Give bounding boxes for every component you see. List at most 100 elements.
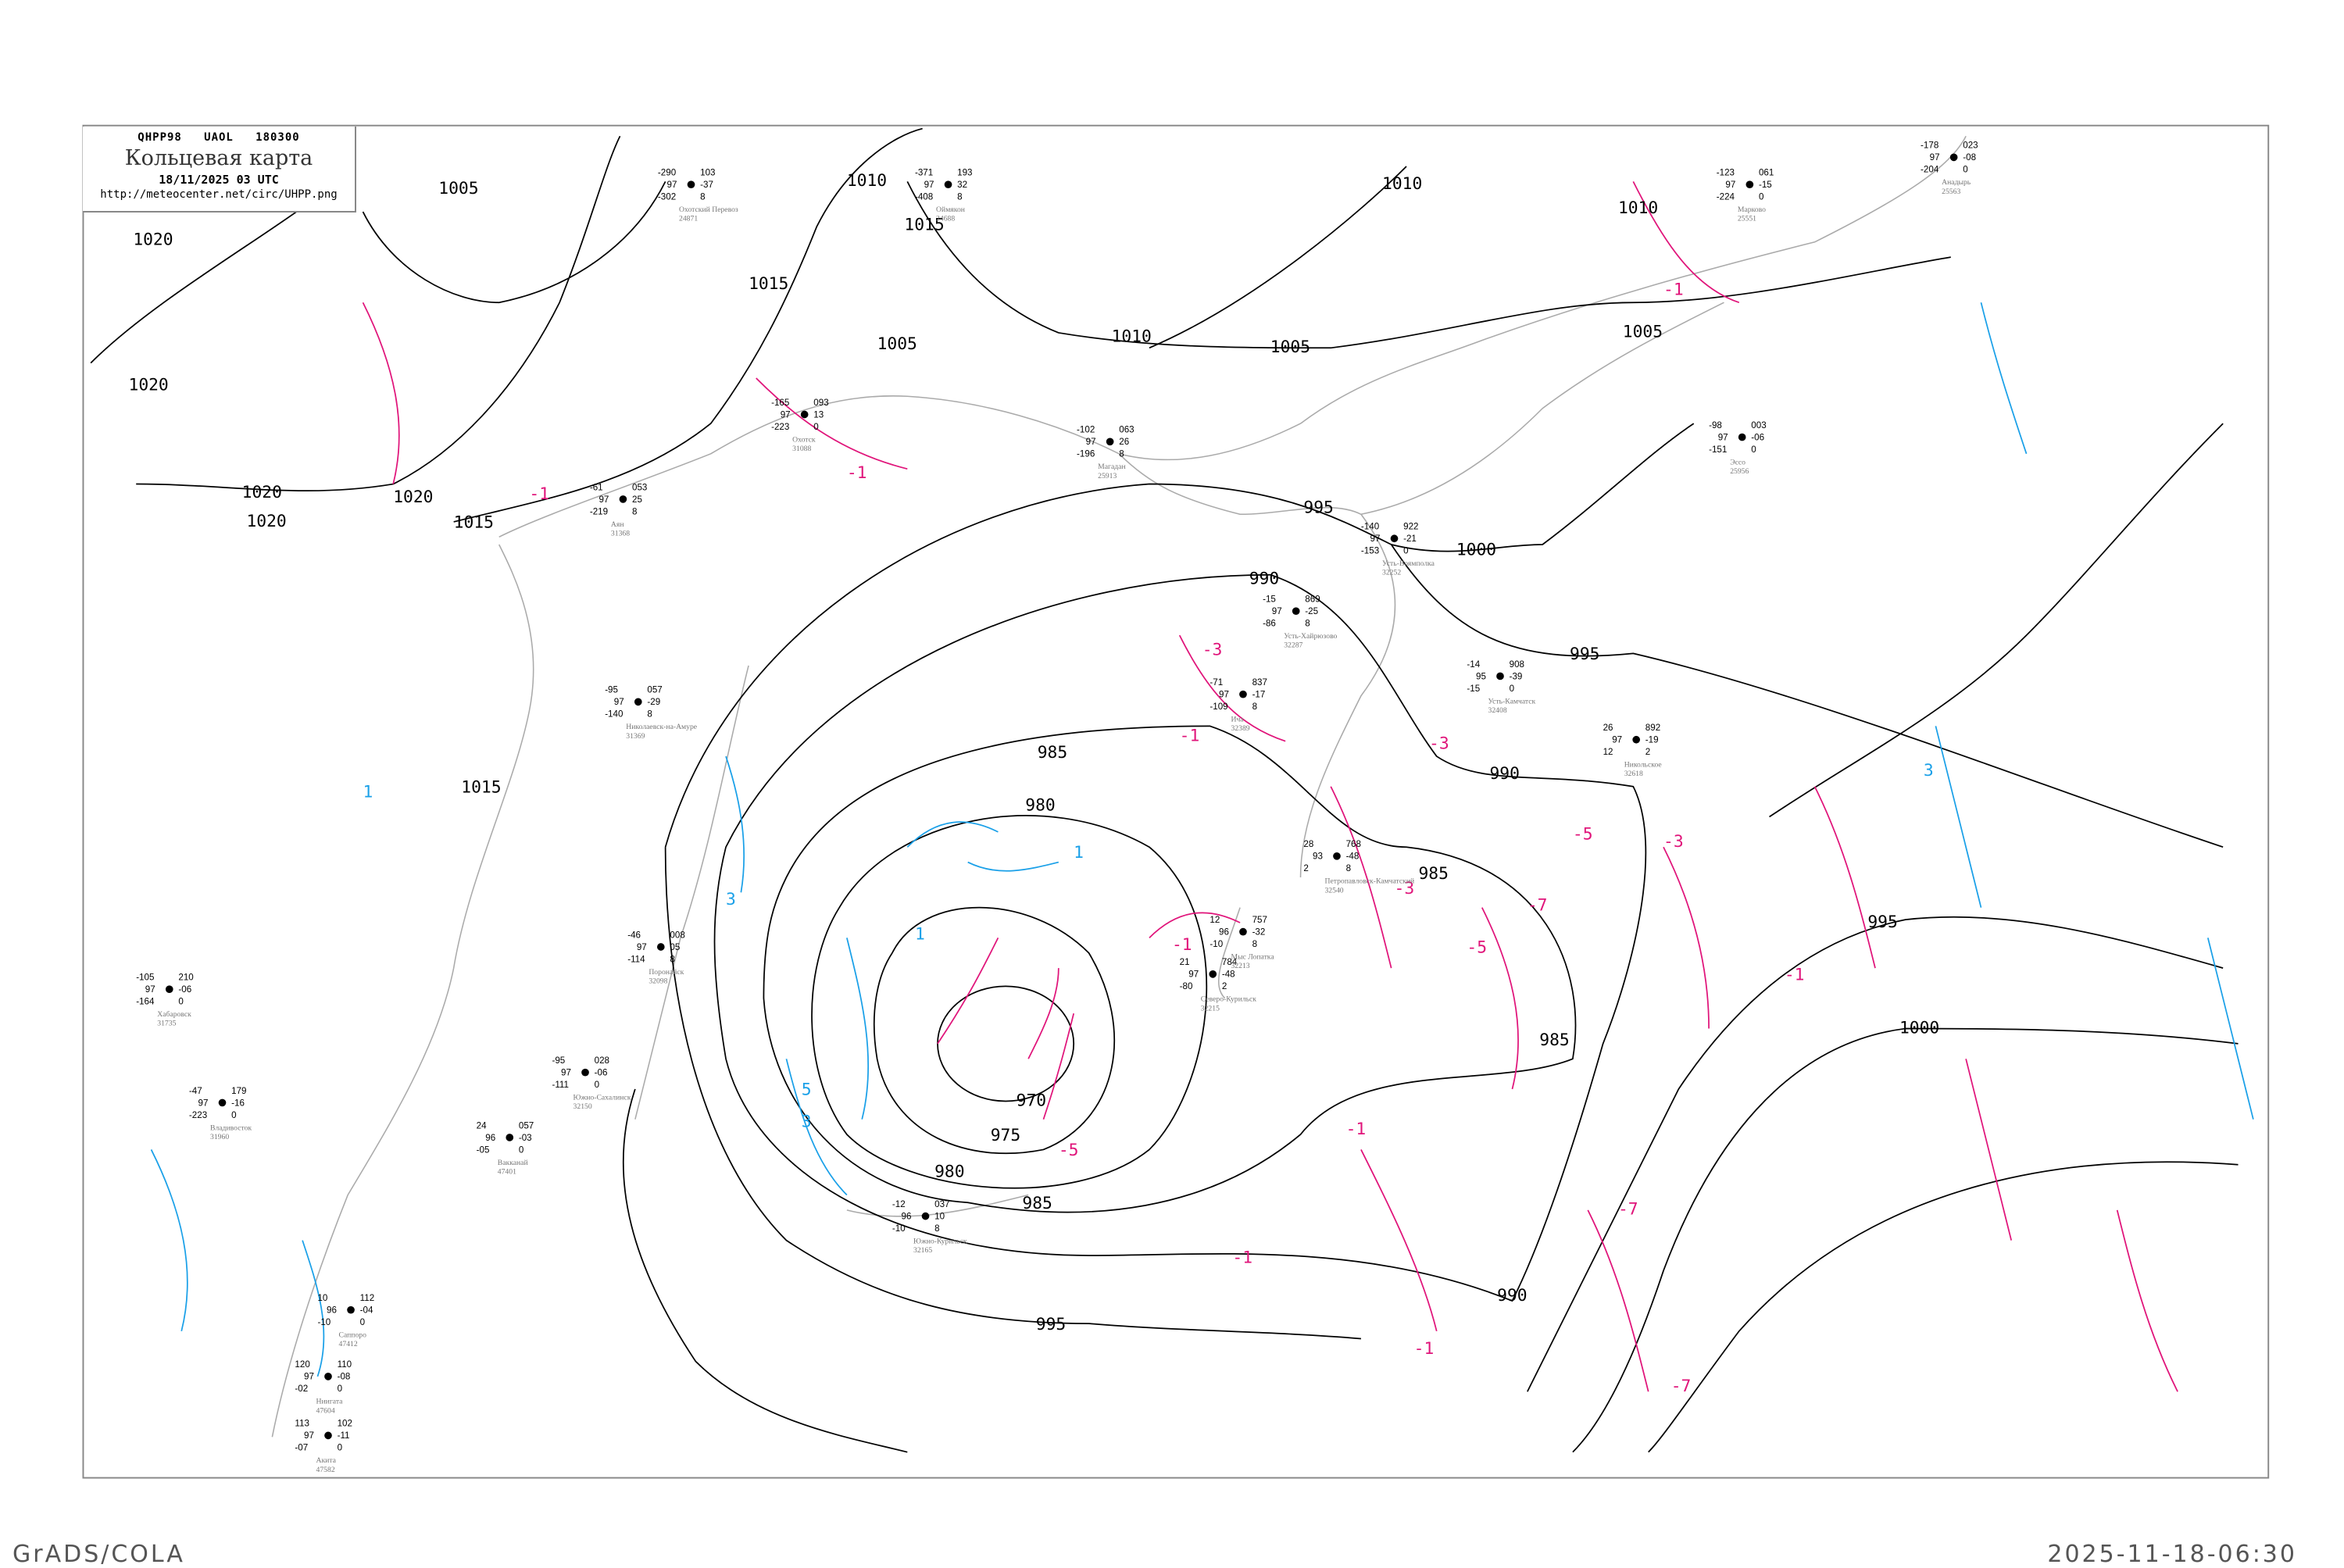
station-dewpoint: -80 [1180,981,1193,991]
station-pressure: 102 [338,1419,352,1429]
station-visibility: 96 [1219,927,1229,938]
isotherm-label: 1 [915,924,925,944]
station-id: 32287 [1284,641,1302,650]
station-name: Эссо [1730,458,1745,466]
station-name: Саппоро [339,1331,367,1340]
station-cloud-amount: 8 [632,506,637,516]
station-dewpoint: -02 [295,1384,308,1394]
isobar-label: 995 [1570,645,1599,664]
station-name: Усть-Воямполка [1382,559,1435,568]
station-id: 47604 [316,1406,335,1415]
cloud-cover-icon [1239,927,1247,936]
map-frame [82,124,2270,1479]
isobar-label: 980 [934,1162,964,1181]
station-pressure: 061 [1759,168,1774,178]
station-name: Хабаровск [157,1010,191,1019]
station-temperature: -105 [136,973,154,983]
station-name: Николаевск-на-Амуре [626,723,697,731]
station-name: Мыс Лопатка [1231,952,1274,961]
map-datetime: 18/11/2025 03 UTC [159,173,279,187]
station-pressure: 008 [670,930,684,940]
station-pressure: 869 [1305,595,1320,605]
station-tendency: -15 [1759,180,1772,190]
station-dewpoint: -10 [317,1317,331,1327]
station-visibility: 97 [304,1372,314,1382]
station-pressure: 837 [1252,677,1267,688]
station-pressure: 063 [1119,425,1134,435]
station-name: Вакканай [498,1159,528,1167]
isotherm-label: -5 [1059,1141,1079,1160]
isotherm-label: -1 [1785,966,1805,985]
station-cloud-amount: 8 [1252,702,1257,712]
station-visibility: 93 [1313,852,1323,862]
station-id: 32150 [573,1102,592,1111]
cloud-cover-icon [324,1373,332,1380]
station-tendency: -06 [595,1068,608,1078]
station-pressure: 908 [1510,659,1524,670]
source-url[interactable]: http://meteocenter.net/circ/UHPP.png [100,188,338,201]
isobar-label: 1015 [749,274,788,294]
station-id: 32540 [1324,886,1343,895]
isotherm-label: -1 [1346,1120,1367,1139]
isotherm-label: 5 [802,1080,812,1100]
station-tendency: -17 [1252,690,1266,700]
station-cloud-amount: 8 [1346,863,1351,873]
isobar-label: 1010 [847,171,887,191]
station-id: 25956 [1730,467,1749,476]
station-temperature: -165 [771,398,789,408]
station-id: 32098 [649,977,667,985]
station-visibility: 97 [145,984,155,995]
station-id: 32252 [1382,569,1401,577]
station-tendency: -06 [1751,432,1764,442]
isotherm-label: -3 [1202,640,1223,659]
station-temperature: -371 [915,168,933,178]
station-cloud-amount: 0 [1751,445,1756,455]
station-dewpoint: -223 [189,1110,207,1120]
isotherm-label: 3 [726,890,736,909]
isobar-label: 985 [1539,1030,1569,1050]
station-id: 32213 [1231,962,1249,970]
cloud-cover-icon [581,1068,589,1077]
station-visibility: 97 [599,495,609,505]
station-dewpoint: -151 [1709,445,1727,455]
station-id: 32408 [1488,706,1507,715]
station-pressure: 057 [647,685,662,695]
station-dewpoint: -196 [1077,449,1095,459]
isobar-label: 1015 [454,513,494,533]
station-tendency: -06 [178,984,191,995]
station-dewpoint: -140 [605,709,623,720]
station-id: 24871 [679,215,698,223]
isotherm-label: -1 [1180,727,1200,746]
station-tendency: -19 [1645,735,1659,745]
station-cloud-amount: 0 [1403,546,1408,556]
isobar-label: 1005 [438,179,478,198]
station-name: Владивосток [210,1123,252,1132]
station-name: Магадан [1098,463,1125,471]
isotherm-label: -7 [1618,1200,1638,1220]
isotherm-label: -1 [1663,280,1684,300]
isobar-label: 995 [1867,913,1897,932]
isobar-label: 970 [1017,1091,1046,1110]
station-id: 47401 [498,1167,516,1176]
station-tendency: 13 [813,409,824,420]
station-id: 25563 [1942,188,1960,196]
isobar-label: 1000 [1456,541,1496,560]
isobar-label: 1020 [133,230,173,250]
station-pressure: 023 [1963,141,1978,151]
station-dewpoint: -05 [477,1145,490,1155]
station-dewpoint: -164 [136,997,155,1007]
isobar-label: 1015 [461,778,501,798]
cloud-cover-icon [1496,672,1504,680]
station-pressure: 892 [1645,723,1660,733]
station-id: 31088 [792,445,811,453]
isotherm-label: -7 [1528,896,1548,916]
